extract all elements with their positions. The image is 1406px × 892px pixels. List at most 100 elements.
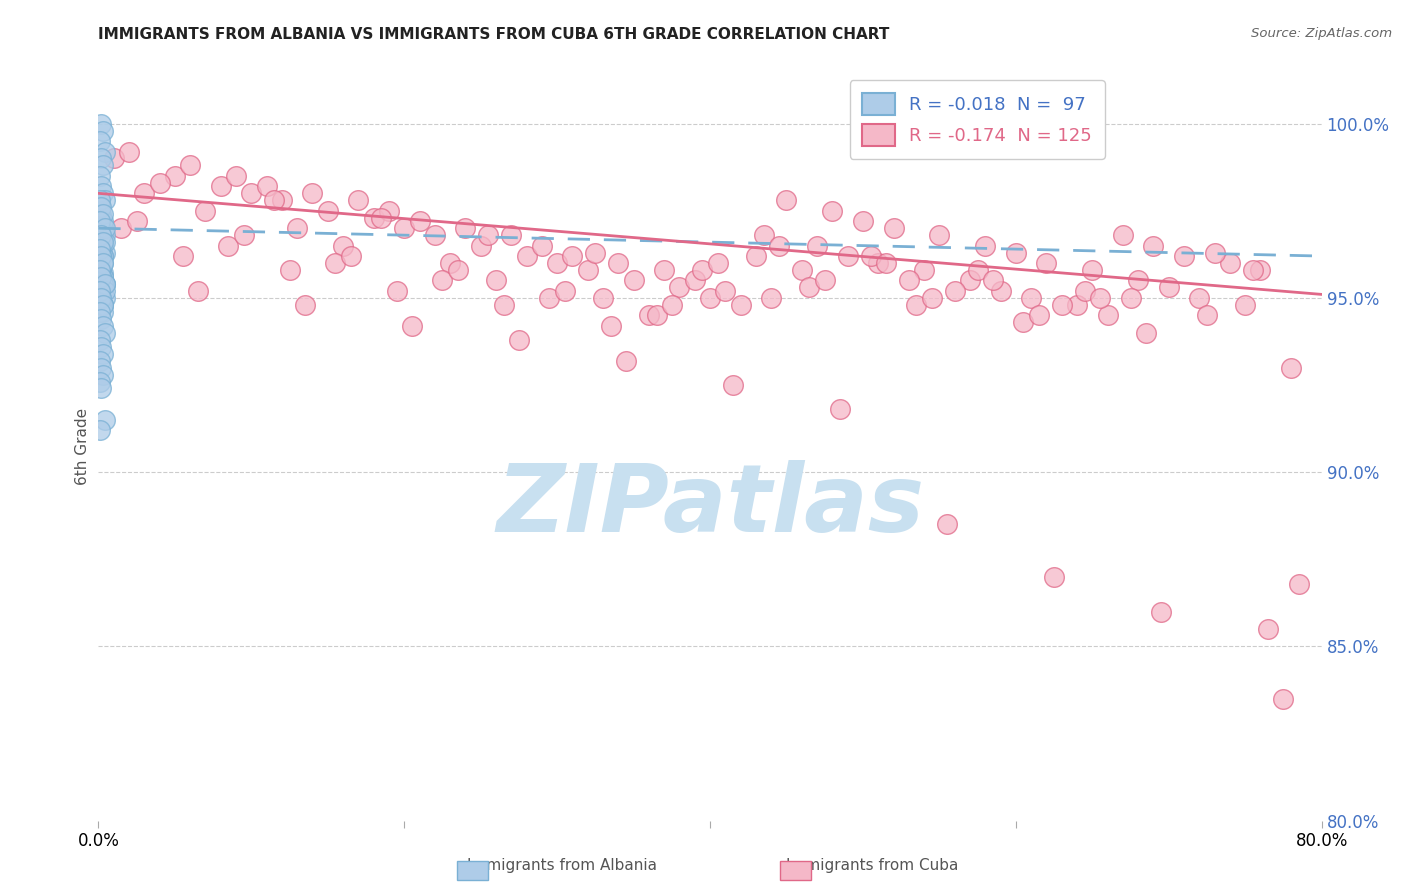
Point: [706, 256, 728, 270]
Point: [990, 284, 1012, 298]
Point: [91, 298, 114, 312]
Point: [325, 256, 347, 270]
Point: [89, 194, 111, 208]
Point: [477, 228, 499, 243]
Point: [93, 277, 115, 291]
Point: [90, 263, 112, 277]
Point: [90, 242, 112, 256]
Point: [347, 194, 370, 208]
Point: [91, 284, 114, 298]
Point: [439, 256, 461, 270]
Point: [1272, 691, 1295, 706]
Point: [93, 221, 115, 235]
Point: [91, 256, 114, 270]
Point: [959, 273, 981, 287]
Point: [91, 221, 114, 235]
Point: [91, 298, 114, 312]
Text: Immigrants from Cuba: Immigrants from Cuba: [786, 858, 957, 872]
Point: [806, 238, 828, 252]
Point: [868, 256, 890, 270]
Point: [179, 158, 201, 172]
Point: [90, 291, 112, 305]
Point: [370, 211, 392, 225]
Point: [423, 228, 446, 243]
Point: [91, 267, 114, 281]
Point: [516, 249, 538, 263]
Point: [592, 291, 614, 305]
Point: [89, 242, 111, 256]
Point: [217, 238, 239, 252]
Point: [1028, 308, 1050, 322]
Point: [530, 238, 553, 252]
Point: [103, 152, 125, 166]
Point: [89, 214, 111, 228]
Point: [981, 273, 1004, 287]
Point: [1257, 622, 1279, 636]
Point: [645, 308, 668, 322]
Point: [93, 413, 115, 427]
Point: [912, 263, 935, 277]
Point: [90, 291, 112, 305]
Point: [89, 207, 111, 221]
Point: [90, 311, 112, 326]
Point: [974, 238, 997, 252]
Point: [768, 238, 790, 252]
Point: [852, 214, 875, 228]
Point: [91, 123, 114, 137]
Point: [294, 298, 316, 312]
Point: [89, 423, 111, 437]
Point: [966, 263, 988, 277]
Point: [1188, 291, 1211, 305]
Point: [546, 256, 568, 270]
Point: [714, 284, 737, 298]
Point: [187, 284, 209, 298]
Point: [89, 284, 111, 298]
Point: [285, 221, 308, 235]
Point: [821, 203, 844, 218]
Point: [1219, 256, 1241, 270]
Point: [91, 228, 114, 243]
Point: [89, 284, 111, 298]
Point: [90, 242, 112, 256]
Point: [1081, 263, 1104, 277]
Y-axis label: 6th Grade: 6th Grade: [75, 408, 90, 484]
Point: [1004, 245, 1026, 260]
Point: [91, 298, 114, 312]
Point: [90, 263, 112, 277]
Point: [721, 378, 744, 392]
Point: [91, 207, 114, 221]
Point: [278, 263, 301, 277]
Point: [90, 249, 112, 263]
Point: [623, 273, 645, 287]
Point: [837, 249, 859, 263]
Point: [363, 211, 385, 225]
Point: [91, 318, 114, 333]
Point: [316, 203, 339, 218]
Point: [1279, 360, 1302, 375]
Point: [1035, 256, 1057, 270]
Point: [1204, 245, 1226, 260]
Point: [752, 228, 775, 243]
Point: [91, 368, 114, 382]
Point: [583, 245, 606, 260]
Point: [607, 256, 630, 270]
Point: [90, 232, 112, 246]
Point: [91, 270, 114, 285]
Point: [91, 238, 114, 252]
Point: [692, 263, 714, 277]
Point: [118, 145, 141, 159]
Point: [91, 346, 114, 360]
Point: [91, 256, 114, 270]
Point: [332, 238, 354, 252]
Point: [599, 318, 621, 333]
Point: [508, 333, 530, 347]
Point: [554, 284, 576, 298]
Point: [256, 179, 278, 194]
Point: [89, 225, 111, 239]
Point: [89, 200, 111, 214]
Point: [1128, 273, 1150, 287]
Point: [89, 256, 111, 270]
Point: [163, 169, 186, 183]
Point: [90, 179, 112, 194]
Point: [1119, 291, 1142, 305]
